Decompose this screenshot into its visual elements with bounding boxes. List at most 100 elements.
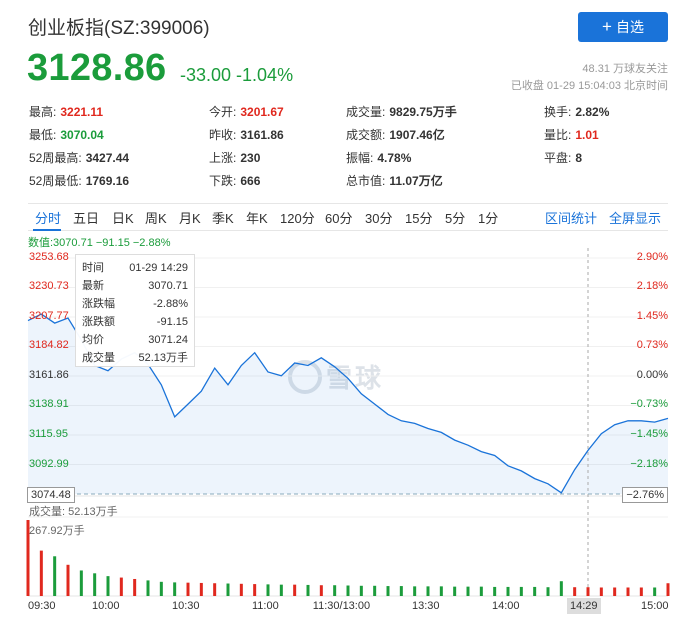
- tab-9[interactable]: 30分: [365, 211, 393, 226]
- volume-bar: [386, 586, 390, 596]
- tooltip-row: 时间 01-29 14:29: [82, 259, 188, 277]
- quote-label: 昨收:: [209, 128, 237, 142]
- crosshair-pct-label: −2.76%: [622, 487, 668, 503]
- volume-bar: [653, 587, 657, 596]
- volume-bar: [453, 586, 457, 596]
- crosshair-tooltip: 时间 01-29 14:29 最新 3070.71 涨跌幅 -2.88% 涨跌额 -91.15…: [75, 254, 195, 367]
- quote-value: 2.82%: [575, 105, 610, 119]
- xueqiu-logo-icon: [288, 360, 322, 394]
- volume-bar: [479, 586, 483, 596]
- x-tick-label: 10:30: [172, 600, 200, 612]
- tab-6[interactable]: 年K: [246, 211, 268, 226]
- volume-bar: [573, 587, 577, 596]
- x-tick-label: 10:00: [92, 600, 120, 612]
- volume-bar: [39, 550, 43, 596]
- quote-value: 3201.67: [240, 105, 284, 119]
- quote-label: 52周最低:: [29, 174, 82, 188]
- y-tick-label: 3230.73: [29, 280, 69, 293]
- tab-1[interactable]: 五日: [73, 211, 100, 226]
- volume-bar: [546, 587, 550, 596]
- tab-11[interactable]: 5分: [445, 211, 466, 226]
- quote-cell: 今开: 3201.67: [209, 103, 284, 120]
- tab-5[interactable]: 季K: [212, 211, 234, 226]
- pct-tick-label: 2.90%: [636, 251, 668, 263]
- pct-tick-label: 2.18%: [636, 280, 668, 293]
- volume-bar: [306, 584, 310, 596]
- tab-4[interactable]: 月K: [179, 211, 201, 226]
- volume-bar: [399, 586, 403, 596]
- volume-bar: [146, 580, 150, 596]
- quote-label: 平盘:: [544, 151, 572, 165]
- tooltip-value: 01-29 14:29: [129, 262, 188, 274]
- range-stats-link[interactable]: 区间统计: [545, 211, 598, 226]
- tab-8[interactable]: 60分: [325, 211, 353, 226]
- volume-bar: [199, 582, 203, 596]
- crosshair-info: 数值:3070.71 −91.15 −2.88%: [28, 237, 171, 249]
- tab-10[interactable]: 15分: [405, 211, 433, 226]
- quote-value: 666: [240, 174, 261, 188]
- quote-label: 成交量:: [346, 105, 386, 119]
- tab-0[interactable]: 分时: [35, 211, 62, 226]
- quote-value: 3161.86: [240, 128, 284, 142]
- tab-3[interactable]: 周K: [145, 211, 167, 226]
- volume-bar: [359, 585, 363, 596]
- volume-bar: [519, 586, 523, 596]
- tab-12[interactable]: 1分: [478, 211, 499, 226]
- volume-bar: [173, 582, 177, 596]
- current-price: 3128.86: [27, 47, 167, 89]
- tooltip-value: 52.13万手: [138, 352, 188, 364]
- tooltip-value: -91.15: [156, 316, 188, 328]
- tab-7[interactable]: 120分: [280, 211, 315, 226]
- active-tab-underline: [33, 229, 61, 231]
- quote-cell: 振幅: 4.78%: [346, 149, 411, 166]
- pct-tick-label: −2.18%: [630, 457, 668, 470]
- volume-bar: [613, 587, 617, 596]
- volume-bar: [439, 586, 443, 596]
- quote-value: 1769.16: [85, 174, 130, 188]
- plus-icon: +: [602, 17, 612, 36]
- volume-bar: [133, 578, 137, 596]
- price-area: [28, 314, 668, 494]
- quote-label: 今开:: [209, 105, 237, 119]
- tab-2[interactable]: 日K: [112, 211, 134, 226]
- volume-bar: [626, 587, 630, 596]
- quote-value: 3070.04: [60, 128, 104, 142]
- volume-bar: [533, 586, 537, 596]
- tooltip-label: 时间: [82, 262, 104, 274]
- volume-bar: [119, 577, 123, 596]
- tooltip-row: 涨跌额 -91.15: [82, 313, 188, 331]
- followers-count: 48.31 万球友关注: [582, 63, 668, 75]
- volume-bar: [666, 583, 670, 596]
- tooltip-label: 涨跌额: [82, 316, 115, 328]
- quote-label: 最低:: [29, 128, 57, 142]
- market-status: 已收盘 01-29 15:04:03 北京时间: [510, 80, 668, 92]
- x-tick-label: 09:30: [28, 600, 56, 612]
- quote-cell: 成交量: 9829.75万手: [346, 103, 457, 120]
- pct-tick-label: 0.00%: [636, 369, 668, 381]
- pct-tick-label: 0.73%: [636, 339, 668, 352]
- quote-cell: 52周最高: 3427.44: [29, 149, 129, 166]
- volume-bar: [293, 584, 297, 596]
- volume-bar: [413, 586, 417, 596]
- quote-cell: 最低: 3070.04: [29, 126, 104, 143]
- quote-value: 11.07万亿: [389, 174, 443, 188]
- quote-cell: 成交额: 1907.46亿: [346, 126, 445, 143]
- quote-cell: 昨收: 3161.86: [209, 126, 284, 143]
- add-watchlist-button[interactable]: + 自选: [578, 12, 668, 42]
- volume-bar: [213, 583, 217, 596]
- volume-bar: [426, 586, 430, 596]
- volume-bar: [599, 587, 603, 596]
- chart-tab-bar: [28, 203, 668, 231]
- quote-cell: 下跌: 666: [209, 172, 260, 189]
- tooltip-label: 最新: [82, 280, 104, 292]
- y-tick-label: 3092.99: [29, 457, 69, 470]
- quote-label: 总市值:: [346, 174, 386, 188]
- fullscreen-link[interactable]: 全屏显示: [609, 211, 662, 226]
- y-tick-label: 3207.77: [29, 310, 69, 322]
- volume-bar: [346, 585, 350, 596]
- volume-label: 成交量: 52.13万手: [29, 506, 118, 518]
- quote-label: 量比:: [544, 128, 572, 142]
- volume-bar: [26, 520, 30, 596]
- tooltip-label: 均价: [82, 334, 104, 346]
